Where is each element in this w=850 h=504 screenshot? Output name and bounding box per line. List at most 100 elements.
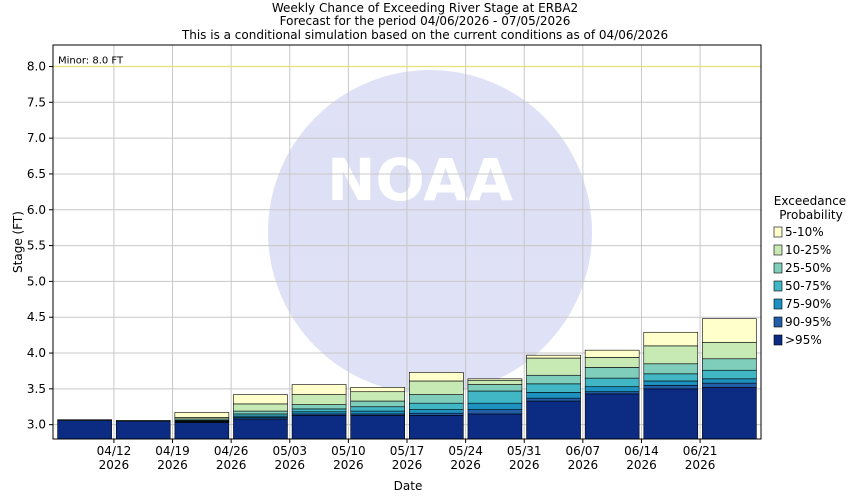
bar-segment: [584, 357, 640, 368]
bar-segment: [526, 354, 581, 359]
legend-items: 5-10% 10-25% 25-50% 50-75% 75-90% 90-95% >95%: [773, 225, 831, 347]
bar-segment: [409, 415, 464, 440]
bar-segment: [291, 394, 347, 405]
x-tick-label-date: 06/14: [624, 444, 659, 458]
bar-segment: [702, 341, 757, 360]
bar-segment: [409, 402, 464, 410]
bar-segment: [115, 420, 171, 440]
bar-segment: [526, 392, 581, 399]
legend-label: >95%: [785, 333, 822, 347]
x-tick-label-date: 06/07: [566, 444, 601, 458]
y-tick-label: 5.0: [27, 274, 46, 288]
legend-label: 90-95%: [785, 315, 831, 329]
x-tick-label-year: 2026: [568, 458, 599, 472]
bar-segment: [467, 384, 523, 392]
legend-swatch: [773, 298, 783, 310]
bar-segment: [526, 397, 581, 402]
bar-segment: [702, 318, 757, 343]
chart-note: This is a conditional simulation based o…: [181, 28, 668, 42]
legend-label: 50-75%: [785, 279, 831, 293]
week-bar-stack: [526, 354, 581, 440]
bar-segment: [350, 387, 405, 393]
x-tick-label-date: 06/21: [683, 444, 718, 458]
bar-segment: [467, 379, 523, 385]
bar-segment: [643, 331, 699, 347]
week-bar-stack: [467, 378, 523, 440]
bar-segment: [584, 367, 640, 379]
week-bar-stack: [350, 387, 405, 440]
bar-segment: [467, 402, 523, 410]
legend-swatch: [773, 262, 783, 274]
chart-subtitle: Forecast for the period 04/06/2026 - 07/…: [280, 14, 571, 28]
bar-segment: [702, 387, 757, 440]
bar-segment: [643, 384, 699, 390]
bar-segment: [526, 374, 581, 385]
y-tick-label: 4.5: [27, 310, 46, 324]
x-tick-label-date: 04/26: [214, 444, 249, 458]
week-bar-stack: [409, 372, 464, 440]
bar-segment: [584, 377, 640, 388]
bar-segment: [467, 378, 523, 381]
legend-title-line1: Exceedance: [774, 194, 846, 208]
x-tick-label-date: 04/12: [97, 444, 132, 458]
bar-segment: [291, 384, 347, 395]
bar-segment: [350, 410, 405, 415]
bar-segment: [57, 419, 112, 421]
bar-segment: [409, 394, 464, 404]
bar-segment: [584, 391, 640, 395]
x-tick-label-date: 05/31: [507, 444, 542, 458]
bar-segment: [291, 404, 347, 410]
bar-segment: [350, 415, 405, 440]
legend: Exceedance Probability 5-10% 10-25% 25-50%…: [773, 194, 846, 347]
legend-title-line2: Probability: [779, 208, 842, 222]
bar-segment: [350, 400, 405, 408]
bar-stack-group: [57, 318, 757, 440]
bar-segment: [233, 394, 288, 405]
legend-swatch: [773, 280, 783, 292]
minor-flood-label: Minor: 8.0 FT: [58, 55, 124, 66]
x-tick-label-year: 2026: [274, 458, 305, 472]
week-bar-stack: [115, 420, 171, 440]
bar-segment: [350, 406, 405, 412]
x-tick-label-year: 2026: [450, 458, 481, 472]
bar-segment: [233, 418, 288, 440]
bar-segment: [526, 383, 581, 393]
y-tick-label: 4.0: [27, 346, 46, 360]
legend-swatch: [773, 244, 783, 256]
bar-segment: [409, 372, 464, 382]
bar-segment: [115, 420, 171, 422]
legend-swatch: [773, 226, 783, 238]
bar-segment: [584, 349, 640, 358]
y-tick-label: 7.5: [27, 95, 46, 109]
y-tick-label: 6.5: [27, 167, 46, 181]
bar-segment: [584, 386, 640, 393]
bar-segment: [409, 409, 464, 414]
y-tick-label: 6.0: [27, 203, 46, 217]
bar-segment: [643, 373, 699, 382]
week-bar-stack: [291, 384, 347, 440]
bar-segment: [643, 345, 699, 365]
bar-segment: [584, 393, 640, 440]
week-bar-stack: [584, 349, 640, 440]
bar-segment: [57, 420, 112, 440]
bar-segment: [174, 412, 230, 418]
bar-segment: [350, 391, 405, 402]
legend-label: 25-50%: [785, 261, 831, 275]
y-axis-ticks: 3.0 3.5 4.0 4.5 5.0 5.5 6.0 6.5 7.0 7.5 8.0: [27, 59, 53, 432]
bar-segment: [233, 410, 288, 415]
bar-segment: [174, 422, 230, 440]
x-tick-label-date: 05/24: [448, 444, 483, 458]
x-tick-label-year: 2026: [333, 458, 364, 472]
x-axis-ticks: 04/12202604/19202604/26202605/03202605/1…: [97, 439, 718, 472]
bar-segment: [702, 369, 757, 380]
x-tick-label-date: 04/19: [155, 444, 190, 458]
x-axis-title: Date: [394, 479, 423, 493]
bar-segment: [233, 403, 288, 412]
bar-segment: [409, 380, 464, 395]
bar-segment: [526, 357, 581, 376]
bar-segment: [291, 415, 347, 440]
y-tick-label: 8.0: [27, 59, 46, 73]
bar-segment: [702, 358, 757, 371]
